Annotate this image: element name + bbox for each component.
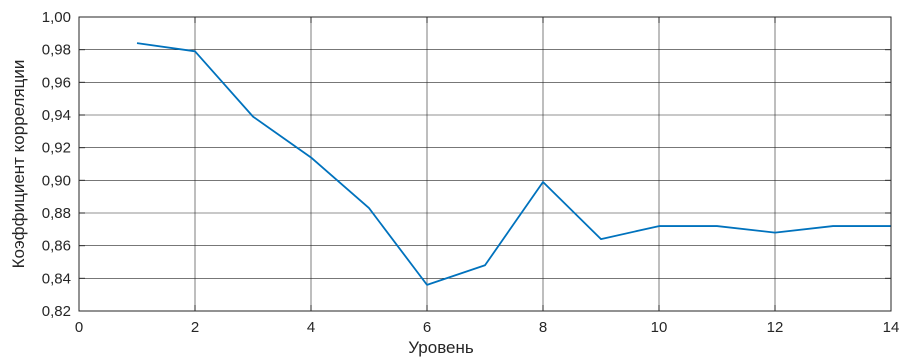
y-tick-label: 1,00 xyxy=(42,9,71,26)
x-axis-title: Уровень xyxy=(408,338,474,357)
x-tick-label: 14 xyxy=(883,319,900,336)
y-tick-label: 0,86 xyxy=(42,238,71,255)
x-tick-label: 8 xyxy=(539,319,547,336)
y-tick-label: 0,84 xyxy=(42,270,71,287)
y-tick-label: 0,92 xyxy=(42,140,71,157)
y-tick-label: 0,82 xyxy=(42,303,71,320)
x-tick-label: 10 xyxy=(651,319,668,336)
x-tick-label: 2 xyxy=(191,319,199,336)
y-tick-label: 0,98 xyxy=(42,42,71,59)
y-axis-ticks: 0,82 0,84 0,86 0,88 0,90 0,92 0,94 0,96 0,98 1,00 xyxy=(42,9,891,320)
plot-area xyxy=(79,17,891,311)
y-tick-label: 0,96 xyxy=(42,74,71,91)
x-tick-label: 0 xyxy=(75,319,83,336)
plot-frame xyxy=(78,16,892,312)
x-tick-label: 12 xyxy=(767,319,784,336)
series-group xyxy=(136,42,891,286)
y-tick-label: 0,88 xyxy=(42,205,71,222)
x-tick-label: 6 xyxy=(423,319,431,336)
x-tick-label: 4 xyxy=(307,319,315,336)
y-tick-label: 0,90 xyxy=(42,172,71,189)
series-line xyxy=(136,42,891,286)
y-axis-title: Коэффициент корреляции xyxy=(9,60,28,269)
y-tick-label: 0,94 xyxy=(42,107,71,124)
